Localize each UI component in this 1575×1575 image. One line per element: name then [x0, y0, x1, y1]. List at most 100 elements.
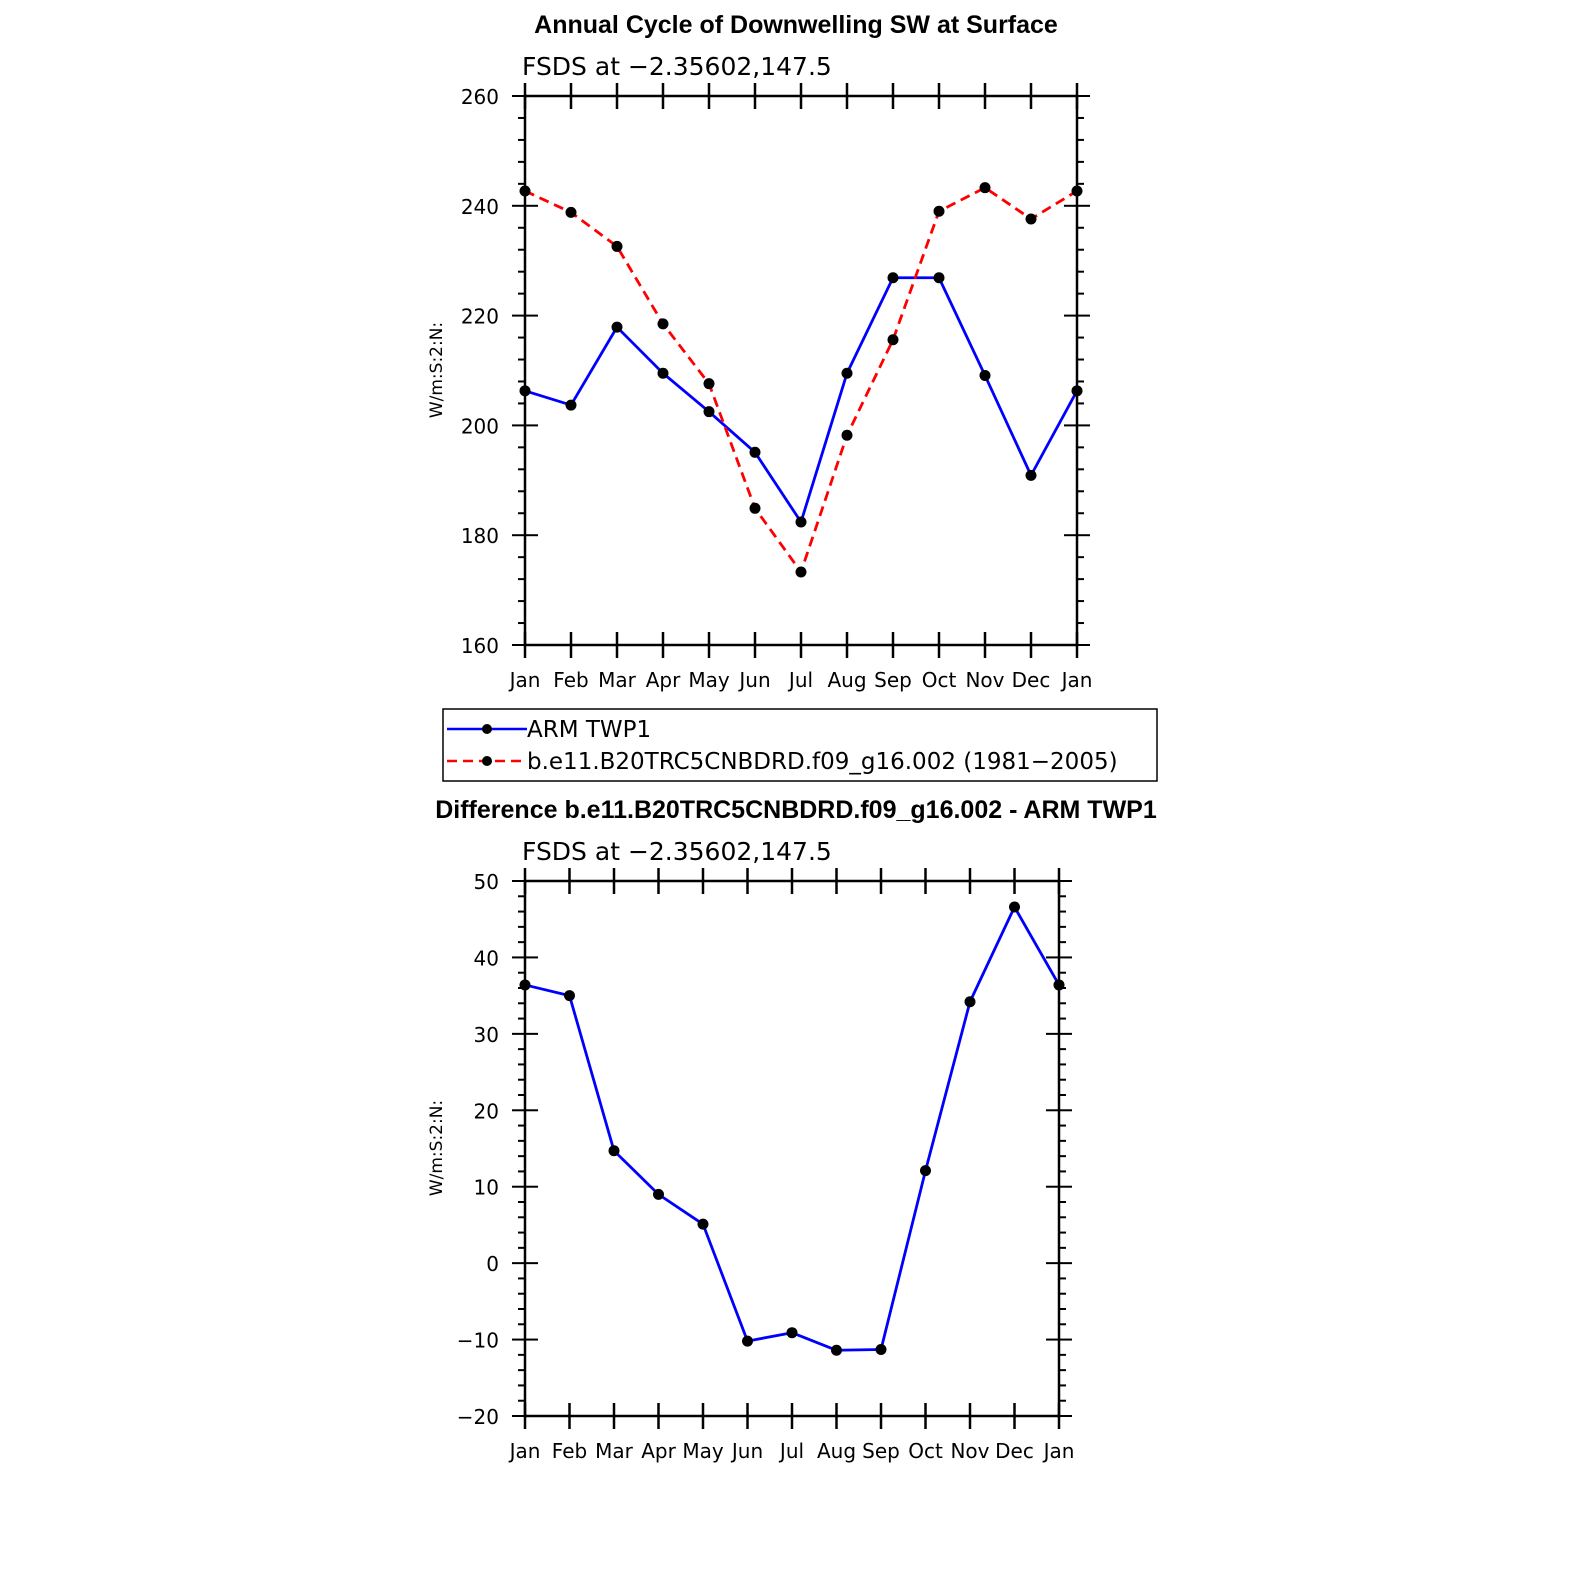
- chart1-data-point: [841, 367, 853, 379]
- chart2-data-point: [564, 990, 575, 1002]
- legend-marker-arm: [482, 724, 492, 734]
- chart1-data-point: [519, 185, 531, 197]
- chart1-title: Annual Cycle of Downwelling SW at Surfac…: [534, 11, 1058, 39]
- chart2-data-point: [653, 1188, 664, 1200]
- chart1-frame: [523, 94, 1079, 647]
- chart1-data-point: [611, 240, 623, 252]
- chart1-ytick-label: 220: [461, 305, 499, 329]
- chart1-ytick-label: 160: [461, 634, 499, 658]
- chart1-plot-area: [519, 182, 1083, 578]
- legend-marker-model: [482, 756, 492, 766]
- chart1-xtick-label: Apr: [646, 668, 681, 692]
- chart1-series-line-0: [524, 276, 1079, 524]
- legend: ARM TWP1 b.e11.B20TRC5CNBDRD.f09_g16.002…: [442, 708, 1158, 782]
- chart1-data-point: [841, 429, 853, 441]
- chart2-ytick-label: 10: [474, 1176, 499, 1200]
- chart2-data-point: [519, 979, 531, 991]
- chart2-ticks: Jan Feb Mar Apr May Jun Jul Aug Sep Oct Nov Dec Jan−…: [457, 868, 1075, 1463]
- chart2-data-point: [964, 996, 976, 1008]
- chart1-data-point: [1071, 385, 1083, 397]
- chart2-ylabel: W/m:S:2:N:: [427, 1100, 447, 1196]
- chart1-ytick-label: 260: [461, 85, 499, 109]
- chart2-ytick-label: −10: [457, 1329, 499, 1353]
- chart1-series-line-1: [524, 186, 1078, 574]
- chart1-data-point: [749, 446, 761, 458]
- chart1-data-point: [611, 321, 623, 333]
- chart2-ytick-label: 50: [474, 870, 499, 894]
- chart1-data-point: [933, 272, 945, 284]
- chart1-subtitle: FSDS at −2.35602,147.5: [522, 52, 832, 81]
- legend-box: [442, 708, 1158, 782]
- chart1-xtick-label: May: [688, 668, 730, 692]
- chart2-xtick-label: Oct: [908, 1439, 943, 1463]
- chart2-xtick-label: Apr: [641, 1439, 676, 1463]
- chart1-data-point: [1025, 469, 1037, 481]
- chart1-data-point: [703, 406, 715, 418]
- chart1-ytick-label: 180: [461, 524, 499, 548]
- chart1-xtick-label: Jul: [787, 668, 813, 692]
- chart1-xtick-label: Jan: [508, 668, 541, 692]
- chart2-xtick-label: Jul: [778, 1439, 804, 1463]
- chart1-xtick-label: Oct: [922, 668, 957, 692]
- chart2-xtick-label: Nov: [950, 1439, 989, 1463]
- chart1-data-point: [979, 369, 991, 381]
- chart1-xtick-label: Feb: [553, 668, 588, 692]
- chart1-data-point: [795, 566, 807, 578]
- chart2-data-point: [831, 1344, 842, 1356]
- chart1-data-point: [979, 182, 991, 194]
- chart1-xtick-label: Nov: [965, 668, 1004, 692]
- chart2-title: Difference b.e11.B20TRC5CNBDRD.f09_g16.0…: [435, 796, 1157, 824]
- chart2-ytick-label: 40: [474, 946, 499, 970]
- chart2-xtick-label: Sep: [862, 1439, 900, 1463]
- chart2-plot-area: [519, 901, 1065, 1356]
- chart1-data-point: [887, 272, 899, 284]
- chart1-data-point: [749, 502, 761, 514]
- chart2-data-point: [1009, 901, 1020, 913]
- chart1-data-point: [1071, 185, 1083, 197]
- chart1-ylabel: W/m:S:2:N:: [427, 322, 447, 418]
- legend-label-model: b.e11.B20TRC5CNBDRD.f09_g16.002 (1981−20…: [527, 749, 1118, 775]
- chart2-xtick-label: Jun: [730, 1439, 763, 1463]
- chart2-data-point: [920, 1165, 931, 1177]
- chart1-data-point: [703, 378, 715, 390]
- chart2-ytick-label: 0: [486, 1252, 499, 1276]
- chart2-series-line-0: [524, 905, 1061, 1352]
- chart2-xtick-label: Jan: [1042, 1439, 1075, 1463]
- chart2-data-point: [697, 1218, 709, 1230]
- chart2-xtick-label: Aug: [817, 1439, 856, 1463]
- chart2-data-point: [875, 1344, 887, 1356]
- chart1-data-point: [519, 385, 531, 397]
- chart1-ticks: Jan Feb Mar Apr May Jun Jul Aug Sep Oct Nov Dec Jan 1…: [461, 83, 1093, 692]
- chart1-data-point: [657, 367, 669, 379]
- chart1-data-point: [565, 399, 577, 411]
- chart1-data-point: [933, 205, 945, 217]
- chart2-ytick-label: 20: [474, 1099, 499, 1123]
- chart2-data-point: [1053, 979, 1065, 991]
- chart1-xtick-label: Aug: [827, 668, 866, 692]
- legend-label-arm: ARM TWP1: [527, 717, 651, 743]
- chart2-data-point: [608, 1145, 620, 1157]
- chart1-data-point: [1025, 213, 1037, 225]
- chart1-ytick-label: 200: [461, 414, 499, 438]
- chart2-xtick-label: Mar: [595, 1439, 634, 1463]
- chart1-data-point: [887, 334, 899, 346]
- chart2-data-point: [742, 1335, 753, 1347]
- chart2-xtick-label: May: [682, 1439, 724, 1463]
- chart1-data-point: [657, 318, 669, 330]
- chart1-xtick-label: Jan: [1060, 668, 1093, 692]
- chart2-xtick-label: Jan: [508, 1439, 541, 1463]
- chart2-xtick-label: Feb: [552, 1439, 587, 1463]
- chart1-data-point: [795, 516, 807, 528]
- chart1-xtick-label: Dec: [1012, 668, 1051, 692]
- chart1-ytick-label: 240: [461, 195, 499, 219]
- chart1-data-point: [565, 206, 577, 218]
- chart2-ytick-label: 30: [474, 1023, 499, 1047]
- chart2-subtitle: FSDS at −2.35602,147.5: [522, 837, 832, 866]
- chart2-ytick-label: −20: [457, 1405, 499, 1429]
- chart1-xtick-label: Jun: [737, 668, 770, 692]
- chart1-xtick-label: Sep: [874, 668, 912, 692]
- chart1-xtick-label: Mar: [598, 668, 637, 692]
- chart2-data-point: [786, 1327, 798, 1339]
- chart2-xtick-label: Dec: [995, 1439, 1034, 1463]
